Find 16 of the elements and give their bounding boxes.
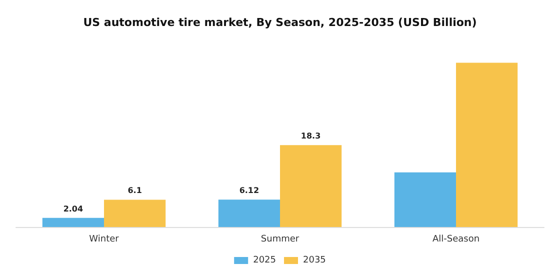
bar: [280, 145, 342, 227]
bar: [394, 172, 456, 227]
data-label: 6.12: [239, 186, 260, 196]
bar: [104, 200, 166, 227]
data-label: 18.3: [300, 132, 321, 141]
legend-label: 2025: [253, 256, 276, 266]
bar: [456, 62, 518, 227]
x-tick-label: Summer: [260, 234, 300, 244]
x-tick-label: All-Season: [432, 234, 480, 244]
bar: [218, 200, 280, 227]
bar: [42, 218, 104, 227]
data-label: 6.1: [128, 186, 142, 196]
data-label: 2.04: [63, 204, 84, 214]
legend-label: 2035: [303, 256, 326, 266]
x-tick-label: Winter: [89, 234, 120, 244]
chart-title: US automotive tire market, By Season, 2025-2035 (USD Billion): [83, 16, 477, 29]
